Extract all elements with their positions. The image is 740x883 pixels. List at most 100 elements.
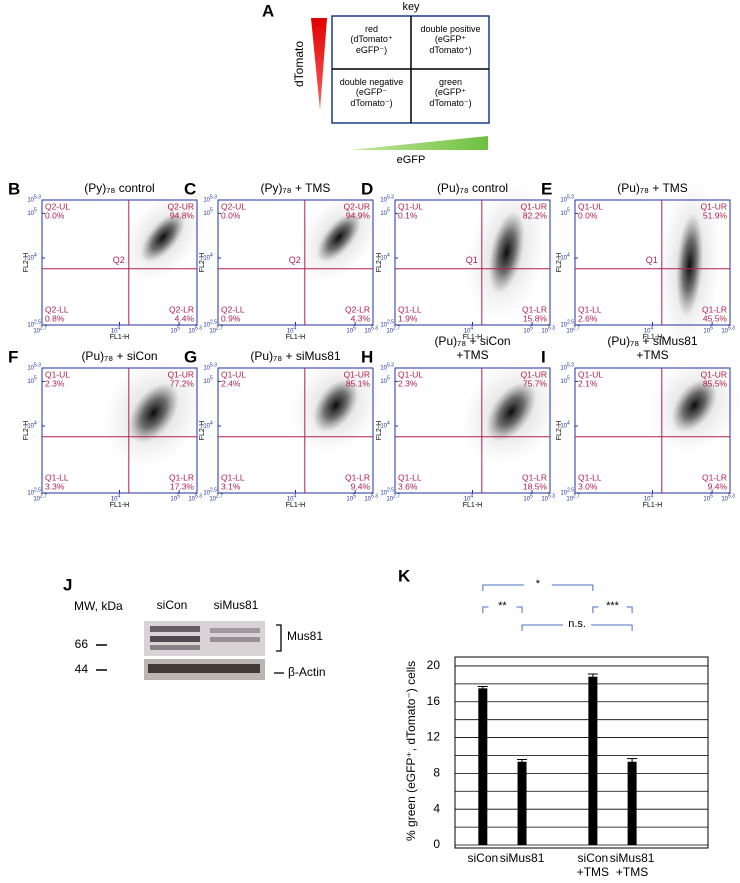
band [148, 664, 260, 673]
y-tick-base: 10 [560, 379, 567, 385]
x-tick-base: 10 [111, 329, 118, 335]
panel-letter: H [361, 347, 373, 366]
x-tick-exponent: 2.7 [40, 325, 47, 331]
y-tick-label: 8 [433, 766, 440, 780]
panel-letter: A [262, 1, 274, 20]
x-tick-base: 10 [364, 329, 371, 335]
axis-label: dTomato [292, 41, 306, 87]
x-tick-exponent: 2.7 [216, 325, 223, 331]
y-tick-base: 10 [560, 323, 567, 329]
y-tick-base: 10 [203, 491, 210, 497]
y-tick-exponent: 5 [210, 376, 213, 382]
x-tick-exponent: 2.7 [216, 493, 223, 499]
y-tick-base: 10 [560, 211, 567, 217]
x-tick-exponent: 4 [294, 325, 297, 331]
x-tick-exponent: 2.7 [573, 325, 580, 331]
panel-letter: F [8, 347, 18, 366]
y-tick-base: 10 [380, 366, 387, 372]
quadrant-label: Q2-UL [221, 201, 246, 211]
x-tick-exponent: 5.3 [728, 493, 735, 499]
quadrant-label: Q1-LL [221, 472, 245, 482]
y-tick-base: 10 [27, 366, 34, 372]
x-tick-base: 10 [523, 329, 530, 335]
quadrant-percent: 94.9% [346, 210, 371, 220]
band-bracket [276, 624, 282, 652]
y-tick-exponent: 5.3 [210, 194, 217, 200]
y-tick-exponent: 5.3 [567, 362, 574, 368]
quadrant-label: Q1-UR [521, 201, 547, 211]
quadrant-label: Q1-LL [45, 472, 69, 482]
quadrant-label: Q1-LL [578, 304, 602, 314]
y-tick-exponent: 5 [387, 208, 390, 214]
y-tick-exponent: 2.5 [34, 319, 41, 325]
x-tick-exponent: 5 [353, 493, 356, 499]
band [150, 645, 200, 650]
y-tick-base: 10 [203, 323, 210, 329]
quadrant-percent: 75.7% [523, 378, 548, 388]
marker-label: 44 [75, 662, 89, 676]
quadrant-label: Q2-UL [45, 201, 70, 211]
x-tick-base: 10 [721, 497, 728, 503]
axis-label: FL1-H [286, 502, 305, 509]
x-tick-exponent: 4 [651, 493, 654, 499]
y-tick-base: 10 [27, 491, 34, 497]
axis-label: FL2-H [23, 421, 30, 440]
marker-label: 66 [75, 637, 89, 651]
y-tick-exponent: 4 [567, 420, 570, 426]
y-tick-base: 10 [560, 256, 567, 262]
y-tick-exponent: 5.3 [387, 362, 394, 368]
x-tick-exponent: 4 [118, 325, 121, 331]
y-tick-exponent: 4 [210, 252, 213, 258]
x-tick-exponent: 5.3 [371, 493, 378, 499]
y-tick-base: 10 [203, 424, 210, 430]
quadrant-label: Q1-UR [701, 201, 727, 211]
event-cloud [486, 381, 537, 442]
axis-label: FL2-H [556, 253, 563, 272]
x-tick-base: 10 [287, 329, 294, 335]
quadrant-label: Q1-UL [578, 201, 603, 211]
plot-title: (Pu)₇₈ + TMS [617, 181, 688, 195]
x-tick-exponent: 4 [118, 493, 121, 499]
y-tick-base: 10 [560, 366, 567, 372]
band-label: β-Actin [288, 665, 326, 679]
x-tick-base: 10 [566, 329, 573, 335]
axis-label: FL2-H [376, 421, 383, 440]
axis-label: FL1-H [463, 334, 482, 341]
y-tick-base: 10 [380, 323, 387, 329]
x-tick-base: 10 [287, 497, 294, 503]
axis-label: FL2-H [199, 421, 206, 440]
y-tick-exponent: 2.5 [34, 487, 41, 493]
x-tick-base: 10 [188, 329, 195, 335]
band [150, 626, 200, 632]
x-tick-label: siMus81 [499, 851, 545, 865]
plot-title: (Py)₇₈ + TMS [260, 181, 331, 195]
band [150, 636, 200, 642]
y-tick-base: 10 [380, 198, 387, 204]
bracket-gap [488, 603, 517, 611]
dtomato-wedge [311, 18, 327, 110]
axis-label: FL2-H [199, 253, 206, 272]
quadrant-label: Q1-LR [522, 472, 547, 482]
x-tick-label: siCon +TMS [576, 851, 610, 879]
y-tick-base: 10 [203, 198, 210, 204]
panel-letter: G [184, 347, 197, 366]
quadrant-percent: 2.3% [45, 378, 65, 388]
quadrant-label: Q1-UL [398, 369, 423, 379]
plot-frame [454, 656, 709, 849]
bracket-gap [523, 581, 552, 589]
bar [588, 676, 598, 845]
y-tick-exponent: 5.3 [387, 194, 394, 200]
quadrant-percent: 17.3% [170, 481, 195, 491]
band-label: Mus81 [287, 629, 323, 643]
key-quadrant: double negative (eGFP⁻ dTomato⁻) [339, 77, 404, 108]
bar [517, 761, 527, 845]
x-tick-label: siCon [467, 851, 499, 865]
y-tick-exponent: 5 [34, 376, 37, 382]
y-tick-exponent: 4 [34, 252, 37, 258]
x-tick-base: 10 [703, 497, 710, 503]
y-tick-base: 10 [203, 211, 210, 217]
y-tick-base: 10 [560, 424, 567, 430]
quadrant-label: Q1-LR [702, 472, 727, 482]
x-tick-exponent: 4 [294, 493, 297, 499]
axis-label: FL1-H [643, 502, 662, 509]
